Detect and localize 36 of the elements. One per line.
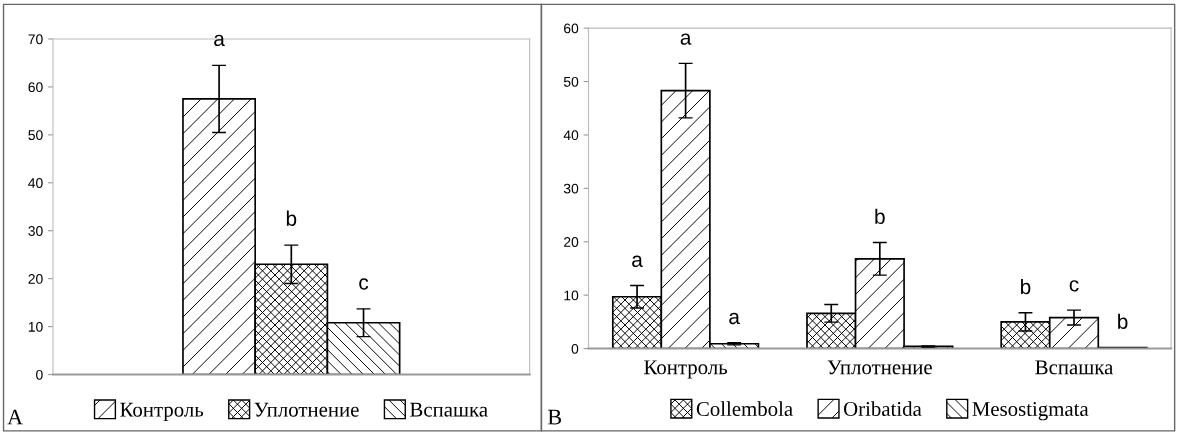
x-tick-label: Уплотнение [827,360,932,375]
legend-label: Вспашка [410,402,488,417]
data-label: b [1021,278,1031,295]
data-label: a [632,255,643,268]
y-tick-label: 40 [563,130,579,141]
y-tick-label: 60 [28,82,43,93]
x-tick-label: Контроль [644,360,728,379]
data-label: b [875,208,885,225]
x-tick-label: Вспашка [1035,360,1114,375]
y-tick-label: 20 [28,274,43,284]
y-tick-label: 60 [564,23,579,34]
y-tick-label: 0 [36,369,43,380]
y-tick-label: 10 [564,290,579,301]
data-label: a [214,34,225,47]
data-label: c [359,278,369,290]
y-tick-label: 20 [564,237,579,247]
y-tick-label: 0 [571,343,579,354]
y-tick-label: 30 [563,183,579,194]
y-tick-label: 70 [28,34,43,45]
data-label: b [286,210,297,226]
y-tick-label: 50 [28,130,43,141]
legend-label: Collembola [696,401,793,417]
data-label: c [1069,280,1079,292]
data-label: b [1118,313,1128,329]
text: B [547,409,562,425]
data-label: a [729,312,740,325]
legend-label: Уплотнение [254,402,359,417]
y-tick-label: 10 [28,321,43,332]
legend-label: Oribatida [843,401,922,417]
data-label: a [680,33,692,45]
y-tick-label: 30 [28,226,43,236]
y-tick-label: 40 [28,178,43,188]
legend-label: Контроль [120,402,204,421]
y-tick-label: 50 [563,76,579,87]
legend-label: Mesostigmata [972,402,1089,421]
text: A [7,409,23,425]
